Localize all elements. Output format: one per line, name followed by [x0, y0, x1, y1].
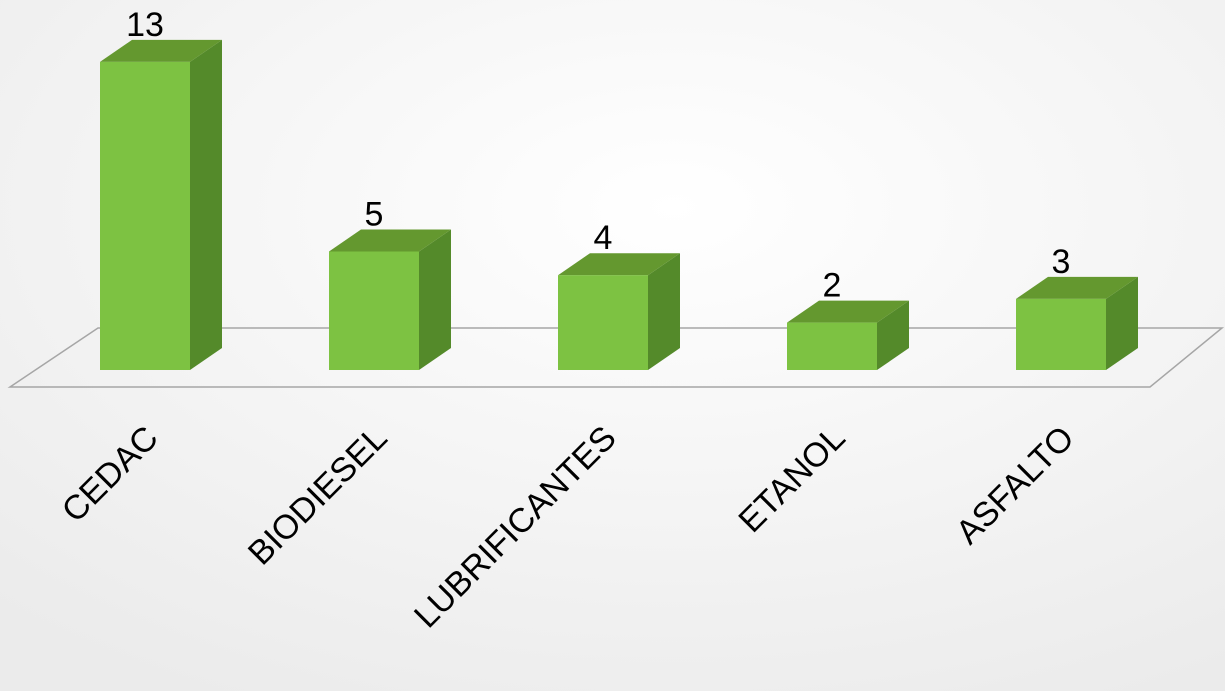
bar-top	[329, 229, 451, 252]
bar	[1016, 298, 1106, 370]
bar-top	[100, 39, 222, 62]
bar-side	[1106, 276, 1138, 370]
bar	[100, 61, 190, 371]
bar-side	[419, 229, 451, 370]
bar	[787, 322, 877, 370]
floor	[7, 327, 1225, 388]
bar-top	[558, 253, 680, 276]
bar-top	[787, 300, 909, 323]
value-label: 2	[823, 267, 842, 305]
bar-side	[190, 39, 222, 371]
value-label: 3	[1052, 243, 1071, 281]
value-label: 5	[365, 196, 384, 234]
bar	[558, 275, 648, 370]
bar	[329, 251, 419, 370]
bar-side	[648, 253, 680, 370]
value-label: 4	[594, 219, 613, 257]
bar-side	[877, 300, 909, 370]
bar-top	[1016, 276, 1138, 299]
value-label: 13	[126, 6, 164, 44]
